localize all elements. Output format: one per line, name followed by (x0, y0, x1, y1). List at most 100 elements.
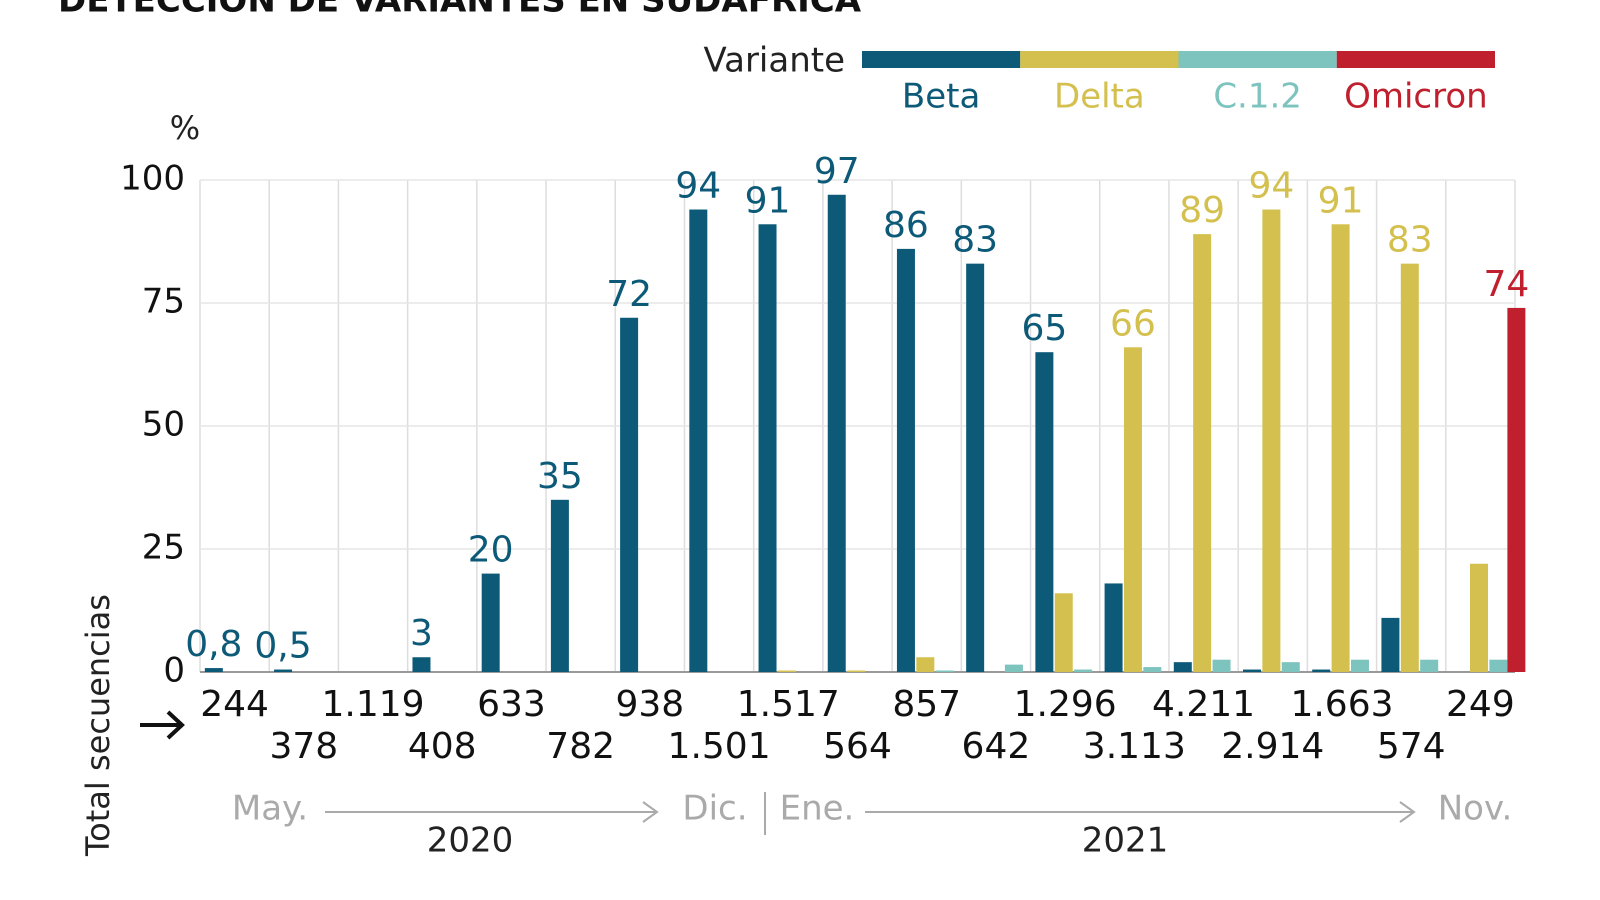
time-arrow-head (1399, 801, 1416, 823)
value-label: 74 (1483, 264, 1529, 305)
bar (1004, 664, 1023, 672)
legend-swatch (1020, 51, 1179, 68)
bar (966, 263, 985, 672)
bar (847, 670, 866, 672)
value-label: 94 (1248, 166, 1294, 207)
bar (1331, 224, 1350, 672)
bar (1104, 583, 1123, 672)
x-tick-label: 633 (477, 684, 546, 725)
bar (1489, 659, 1508, 672)
x-tick-label: 1.119 (321, 684, 424, 725)
bar (1312, 669, 1331, 672)
bar (1173, 662, 1192, 672)
x-tick-label: 378 (269, 726, 338, 767)
legend-swatch (1336, 51, 1495, 68)
legend-swatch (862, 51, 1021, 68)
bar (1212, 659, 1231, 672)
x-tick-label: 782 (546, 726, 615, 767)
bar (1400, 263, 1419, 672)
x-tick-label: 857 (892, 684, 961, 725)
bar (1143, 667, 1162, 672)
value-label: 35 (537, 456, 583, 497)
bar (1243, 669, 1261, 672)
x-tick-label: 938 (616, 684, 685, 725)
legend-label: Beta (902, 77, 980, 117)
year-label: 2021 (1082, 821, 1169, 861)
bar (935, 670, 954, 672)
x-tick-label: 3.113 (1083, 726, 1186, 767)
x-tick-label: 642 (962, 726, 1031, 767)
y-tick-label: 100 (120, 159, 185, 199)
bar (827, 194, 846, 672)
value-label: 91 (745, 180, 791, 221)
bar (412, 657, 431, 672)
bar (1193, 234, 1212, 672)
value-label: 89 (1179, 190, 1225, 231)
bar (620, 317, 639, 672)
value-label: 20 (468, 530, 514, 571)
bar (689, 209, 708, 672)
bar (896, 248, 915, 672)
value-label: 97 (814, 151, 860, 192)
x-tick-label: 1.663 (1290, 684, 1393, 725)
x-tick-label: 4.211 (1152, 684, 1255, 725)
time-label: Ene. (780, 789, 855, 829)
value-label: 65 (1021, 308, 1067, 349)
x-tick-label: 244 (200, 684, 269, 725)
value-label: 83 (1387, 220, 1433, 261)
legend-label: Omicron (1344, 77, 1488, 117)
x-tick-label: 249 (1446, 684, 1515, 725)
legend-swatch (1178, 51, 1337, 68)
bar (1074, 669, 1093, 672)
x-tick-label: 574 (1377, 726, 1446, 767)
bar (204, 668, 223, 672)
x-tick-label: 1.296 (1014, 684, 1117, 725)
value-label: 0,5 (254, 626, 311, 667)
x-tick-label: 1.501 (668, 726, 771, 767)
bar (1281, 662, 1300, 672)
bar (758, 224, 777, 672)
y-unit: % (170, 109, 200, 147)
bar (274, 669, 293, 672)
bar (1350, 659, 1369, 672)
y-tick-label: 0 (163, 651, 185, 691)
legend-title: Variante (703, 41, 845, 81)
x-label: Total secuencias (79, 594, 117, 857)
bar (1507, 307, 1526, 672)
legend-label: Delta (1054, 77, 1145, 117)
legend-label: C.1.2 (1213, 77, 1302, 117)
bar (916, 657, 935, 672)
x-tick-label: 408 (408, 726, 477, 767)
bar (1035, 352, 1054, 672)
bar (1470, 563, 1489, 672)
value-label: 0,8 (185, 624, 242, 665)
value-label: 72 (606, 274, 652, 315)
bar (1381, 617, 1400, 672)
x-tick-label: 564 (823, 726, 892, 767)
value-label: 91 (1318, 180, 1364, 221)
value-label: 3 (410, 613, 433, 654)
y-tick-label: 50 (142, 405, 185, 445)
arrow (140, 710, 185, 740)
x-tick-label: 1.517 (737, 684, 840, 725)
y-tick-label: 75 (142, 282, 185, 322)
bar (1123, 347, 1142, 672)
bar (1420, 659, 1439, 672)
time-arrow-head (642, 801, 659, 823)
bar (481, 573, 500, 672)
bar (777, 670, 796, 672)
bar (550, 499, 569, 672)
time-label: Nov. (1438, 789, 1513, 829)
y-tick-label: 25 (142, 528, 185, 568)
value-label: 83 (952, 220, 998, 261)
bar (1054, 593, 1073, 672)
bar (1262, 209, 1281, 672)
value-label: 86 (883, 205, 929, 246)
value-label: 94 (675, 166, 721, 207)
year-label: 2020 (427, 821, 514, 861)
x-tick-label: 2.914 (1221, 726, 1324, 767)
chart-title: DETECCIÓN DE VARIANTES EN SUDÁFRICA (58, 0, 862, 21)
time-label: May. (232, 789, 308, 829)
